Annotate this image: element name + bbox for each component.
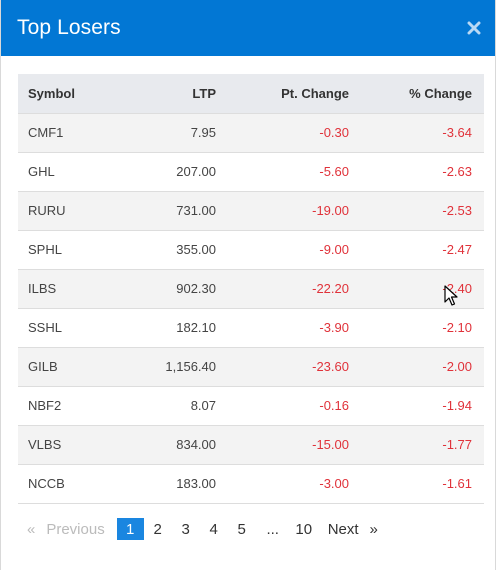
header-ltp[interactable]: LTP (192, 85, 216, 101)
next-page-button[interactable]: Next » (318, 518, 378, 540)
next-arrow-icon: » (369, 520, 378, 538)
table-header-row: Symbol LTP Pt. Change % Change (18, 74, 484, 113)
cell-pct-change: -1.94 (442, 398, 472, 413)
mouse-cursor-icon (444, 285, 458, 306)
previous-label: Previous (46, 520, 105, 538)
table-row[interactable]: ILBS 902.30 -22.20 -2.40 (18, 269, 484, 308)
losers-table-container: Symbol LTP Pt. Change % Change CMF1 7.95… (18, 74, 484, 504)
cell-pt-change: -23.60 (312, 359, 349, 374)
cell-pt-change: -0.16 (319, 398, 349, 413)
table-row[interactable]: GILB 1,156.40 -23.60 -2.00 (18, 347, 484, 386)
close-button[interactable] (463, 15, 485, 41)
cell-ltp: 183.00 (176, 476, 216, 491)
page-4-button[interactable]: 4 (209, 520, 218, 538)
cell-symbol[interactable]: RURU (28, 203, 66, 218)
table-row[interactable]: SPHL 355.00 -9.00 -2.47 (18, 230, 484, 269)
header-pct-change[interactable]: % Change (409, 85, 472, 101)
table-row[interactable]: RURU 731.00 -19.00 -2.53 (18, 191, 484, 230)
cell-ltp: 834.00 (176, 437, 216, 452)
cell-pct-change: -2.53 (442, 203, 472, 218)
cell-pt-change: -22.20 (312, 281, 349, 296)
prev-arrow-icon: « (27, 520, 36, 538)
cell-ltp: 7.95 (190, 125, 216, 140)
table-row[interactable]: VLBS 834.00 -15.00 -1.77 (18, 425, 484, 464)
cell-pt-change: -9.00 (319, 242, 349, 257)
cell-pt-change: -3.90 (319, 320, 349, 335)
cell-pct-change: -2.00 (442, 359, 472, 374)
page-3-button[interactable]: 3 (181, 520, 190, 538)
next-label: Next (327, 520, 359, 538)
pagination-ellipsis: ... (266, 520, 279, 538)
modal-title: Top Losers (17, 16, 121, 39)
cell-symbol[interactable]: GHL (28, 164, 55, 179)
cell-pt-change: -3.00 (319, 476, 349, 491)
header-pt-change[interactable]: Pt. Change (281, 85, 349, 101)
page-10-button[interactable]: 10 (295, 520, 313, 538)
previous-page-button[interactable]: « Previous (18, 518, 115, 540)
header-symbol[interactable]: Symbol (28, 85, 75, 101)
cell-ltp: 902.30 (176, 281, 216, 296)
cell-ltp: 8.07 (190, 398, 216, 413)
cell-ltp: 731.00 (176, 203, 216, 218)
cell-symbol[interactable]: GILB (28, 359, 58, 374)
page-1-button[interactable]: 1 (116, 518, 144, 540)
cell-pct-change: -1.61 (442, 476, 472, 491)
table-row[interactable]: CMF1 7.95 -0.30 -3.64 (18, 113, 484, 152)
page-2-button[interactable]: 2 (153, 520, 162, 538)
close-icon (467, 21, 481, 35)
cell-ltp: 207.00 (176, 164, 216, 179)
cell-symbol[interactable]: SPHL (28, 242, 62, 257)
losers-table: Symbol LTP Pt. Change % Change CMF1 7.95… (18, 74, 484, 504)
cell-pct-change: -1.77 (442, 437, 472, 452)
cell-pct-change: -2.47 (442, 242, 472, 257)
cell-pt-change: -15.00 (312, 437, 349, 452)
cell-symbol[interactable]: NCCB (28, 476, 65, 491)
cell-ltp: 182.10 (176, 320, 216, 335)
cell-symbol[interactable]: CMF1 (28, 125, 64, 140)
cell-ltp: 1,156.40 (165, 359, 216, 374)
cell-pct-change: -2.63 (442, 164, 472, 179)
cell-symbol[interactable]: NBF2 (28, 398, 62, 413)
pagination: « Previous 1 2 3 4 5 ... 10 Next » (18, 518, 378, 540)
cell-pct-change: -2.40 (442, 281, 472, 296)
cell-pt-change: -5.60 (319, 164, 349, 179)
page-5-button[interactable]: 5 (237, 520, 246, 538)
table-row[interactable]: SSHL 182.10 -3.90 -2.10 (18, 308, 484, 347)
table-row[interactable]: NCCB 183.00 -3.00 -1.61 (18, 464, 484, 503)
cell-pct-change: -3.64 (442, 125, 472, 140)
table-body: CMF1 7.95 -0.30 -3.64 GHL 207.00 -5.60 -… (18, 113, 484, 503)
table-row[interactable]: NBF2 8.07 -0.16 -1.94 (18, 386, 484, 425)
table-row[interactable]: GHL 207.00 -5.60 -2.63 (18, 152, 484, 191)
cell-symbol[interactable]: ILBS (28, 281, 57, 296)
cell-pct-change: -2.10 (442, 320, 472, 335)
cell-ltp: 355.00 (176, 242, 216, 257)
cell-pt-change: -0.30 (319, 125, 349, 140)
cell-symbol[interactable]: VLBS (28, 437, 62, 452)
cell-symbol[interactable]: SSHL (28, 320, 62, 335)
cell-pt-change: -19.00 (312, 203, 349, 218)
modal-header: Top Losers (1, 0, 495, 56)
